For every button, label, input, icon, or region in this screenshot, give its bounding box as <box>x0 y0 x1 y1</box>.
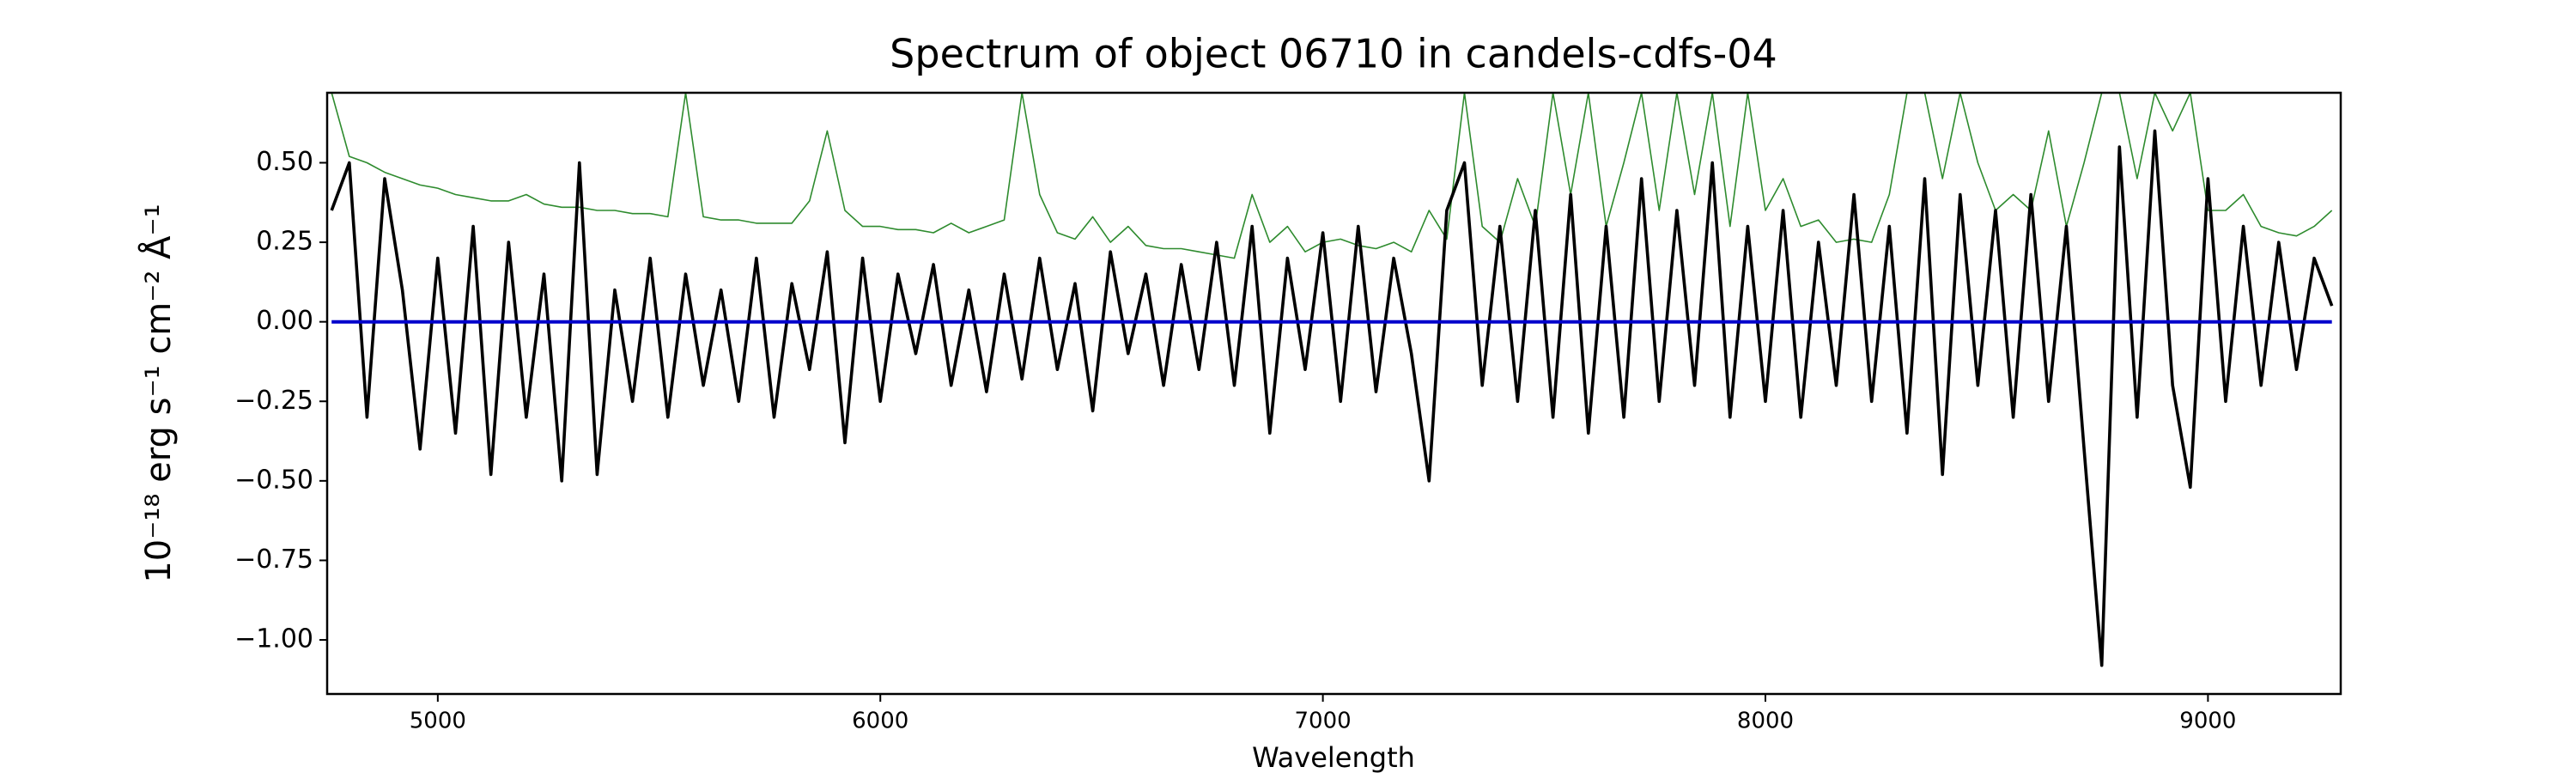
x-tick-label: 8000 <box>1737 709 1794 734</box>
y-tick-label: 0.00 <box>256 306 313 336</box>
x-tick-label: 9000 <box>2179 709 2236 734</box>
spectrum-line <box>330 129 2334 667</box>
x-tick-label: 7000 <box>1295 709 1352 734</box>
y-tick-label: −0.75 <box>234 545 313 575</box>
y-axis-label: 10⁻¹⁸ erg s⁻¹ cm⁻² Å⁻¹ <box>137 204 179 582</box>
spectrum-line <box>331 93 2333 259</box>
y-tick-label: −0.25 <box>234 386 313 416</box>
y-tick-label: 0.50 <box>256 147 313 177</box>
x-tick-label: 5000 <box>410 709 466 734</box>
x-axis-label: Wavelength <box>1252 741 1415 773</box>
y-tick-label: −0.50 <box>234 465 313 495</box>
plot-frame <box>325 91 2342 696</box>
plot-area <box>330 93 2334 667</box>
y-tick-label: 0.25 <box>256 227 313 257</box>
chart-title: Spectrum of object 06710 in candels-cdfs… <box>890 31 1777 77</box>
x-tick-label: 6000 <box>852 709 908 734</box>
y-tick-label: −1.00 <box>234 624 313 654</box>
